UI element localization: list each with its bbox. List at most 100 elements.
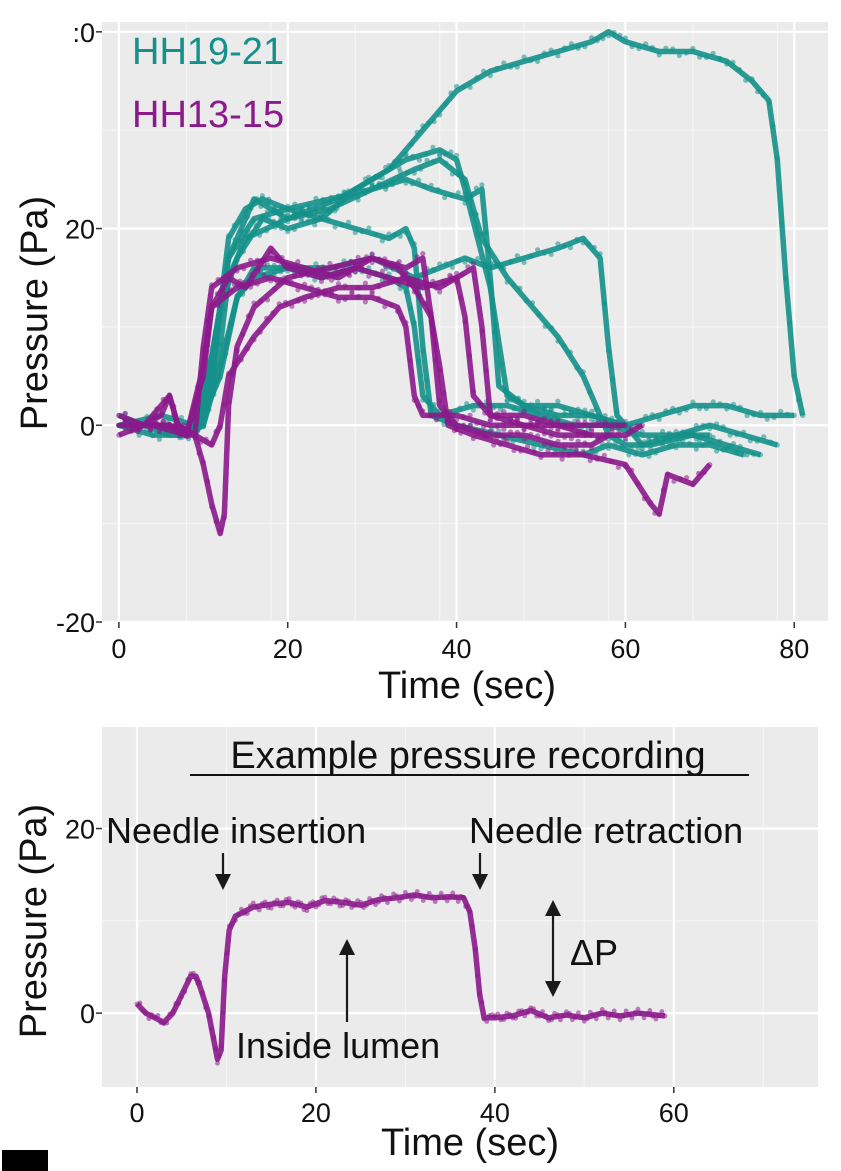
series-hh19-21-3-point bbox=[635, 445, 641, 452]
series-hh13-15-1-point bbox=[608, 458, 614, 464]
series-hh13-15-5-point bbox=[541, 415, 548, 421]
series-hh19-21-7-point bbox=[795, 397, 802, 403]
series-hh19-21-1-point bbox=[345, 219, 352, 225]
series-hh19-21-7-point bbox=[240, 249, 246, 255]
series-hh19-21-7-point bbox=[636, 45, 642, 52]
series-hh19-21-6-point bbox=[687, 430, 693, 436]
series-hh19-21-2-point bbox=[454, 152, 460, 158]
series-hh19-21-6-point bbox=[240, 291, 246, 297]
series-hh19-21-4-point bbox=[614, 408, 620, 414]
series-example-recording-point bbox=[567, 1010, 572, 1016]
series-hh13-15-2-point bbox=[406, 281, 412, 287]
arrow-inside-lumen bbox=[339, 939, 355, 1022]
series-hh19-21-4-point bbox=[666, 436, 672, 442]
series-hh19-21-7-point bbox=[617, 32, 623, 38]
series-example-recording-point bbox=[635, 1006, 641, 1012]
series-example-recording-point bbox=[250, 900, 256, 906]
series-hh13-15-1-point bbox=[615, 464, 622, 470]
series-hh13-15-5-point bbox=[462, 318, 468, 325]
series-hh13-15-5-point bbox=[487, 417, 493, 423]
series-hh19-21-5-point bbox=[409, 181, 415, 187]
bottom-y-axis-title: Pressure (Pa) bbox=[13, 804, 55, 1038]
series-hh13-15-4-point bbox=[508, 420, 514, 426]
series-hh19-21-7-point bbox=[298, 218, 304, 224]
series-hh19-21-4-point bbox=[481, 262, 487, 269]
series-hh19-21-1-point bbox=[226, 233, 232, 239]
series-hh19-21-5-point bbox=[703, 405, 710, 412]
series-hh19-21-2-point bbox=[217, 342, 223, 348]
series-hh13-15-5-point bbox=[448, 274, 454, 280]
series-hh19-21-3-point bbox=[580, 369, 586, 375]
series-hh13-15-1-point bbox=[594, 456, 600, 462]
series-hh19-21-3-point bbox=[648, 446, 654, 452]
series-hh19-21-3-point bbox=[178, 414, 184, 421]
series-hh13-15-3-point bbox=[437, 398, 443, 404]
series-hh13-15-1-point bbox=[531, 449, 537, 455]
series-hh13-15-5-point bbox=[221, 401, 227, 407]
series-hh19-21-4-point bbox=[494, 262, 500, 268]
series-hh19-21-7-point bbox=[467, 84, 473, 90]
series-hh19-21-6-point bbox=[411, 320, 417, 326]
series-example-recording-point bbox=[322, 894, 328, 900]
series-hh19-21-4-point bbox=[768, 439, 774, 445]
series-hh19-21-7-point bbox=[575, 45, 581, 51]
annotation-delta-p: ΔP bbox=[570, 932, 618, 973]
series-example-recording-point bbox=[239, 906, 244, 912]
series-hh19-21-4-point bbox=[761, 434, 767, 440]
series-hh13-15-4-point bbox=[388, 302, 394, 308]
series-hh13-15-5-point bbox=[458, 295, 464, 301]
series-example-recording-point bbox=[176, 1001, 182, 1006]
series-hh13-15-2-point bbox=[602, 419, 608, 425]
series-hh19-21-1-point bbox=[496, 428, 502, 434]
series-example-recording-point bbox=[193, 976, 199, 982]
series-hh19-21-5-point bbox=[258, 203, 264, 209]
series-hh13-15-5-point bbox=[135, 429, 141, 435]
series-hh13-15-4-point bbox=[521, 426, 527, 433]
series-hh13-15-3-point bbox=[215, 276, 221, 283]
series-hh19-21-6-point bbox=[407, 305, 413, 311]
series-hh19-21-4-point bbox=[475, 256, 481, 262]
series-hh19-21-4-point bbox=[610, 376, 616, 382]
series-hh19-21-7-point bbox=[622, 35, 629, 41]
series-hh19-21-5-point bbox=[313, 205, 319, 211]
series-hh13-15-3-point bbox=[234, 268, 240, 274]
series-hh19-21-5-point bbox=[528, 402, 534, 408]
series-hh19-21-6-point bbox=[223, 337, 229, 343]
series-hh13-15-2-point bbox=[305, 272, 311, 278]
series-hh19-21-1-point bbox=[646, 453, 652, 459]
series-hh13-15-4-point bbox=[261, 273, 267, 279]
series-hh13-15-5-point bbox=[528, 417, 534, 423]
arrow-delta-p bbox=[545, 900, 561, 997]
series-hh19-21-1-point bbox=[407, 235, 413, 242]
series-hh13-15-2-point bbox=[475, 295, 481, 301]
series-hh13-15-5-point bbox=[535, 420, 541, 426]
series-hh19-21-7-point bbox=[414, 129, 420, 135]
series-hh19-21-2-point bbox=[448, 149, 454, 155]
series-hh13-15-1-point bbox=[213, 518, 219, 525]
series-hh19-21-5-point bbox=[487, 279, 493, 285]
series-hh13-15-4-line bbox=[118, 274, 592, 438]
series-hh19-21-7-point bbox=[425, 120, 431, 126]
series-hh13-15-5-point bbox=[349, 289, 355, 295]
series-hh19-21-5-point bbox=[649, 412, 656, 418]
series-example-recording-point bbox=[561, 1013, 566, 1019]
series-example-recording-point bbox=[555, 1012, 560, 1018]
series-hh19-21-5-point bbox=[389, 182, 395, 188]
series-hh13-15-1-point bbox=[573, 447, 579, 453]
series-hh13-15-2-point bbox=[413, 287, 419, 293]
series-hh13-15-3-point bbox=[209, 282, 215, 288]
series-hh13-15-3-point bbox=[589, 445, 595, 451]
series-example-recording-point bbox=[215, 1060, 220, 1066]
series-example-recording-point bbox=[647, 1008, 653, 1013]
series-hh13-15-4-point bbox=[362, 299, 368, 305]
series-hh19-21-4-point bbox=[754, 438, 760, 444]
series-hh13-15-5-point bbox=[185, 433, 192, 439]
series-hh13-15-1-point bbox=[656, 512, 662, 518]
series-hh19-21-7-point bbox=[779, 220, 785, 226]
series-hh13-15-5-point bbox=[192, 433, 198, 440]
series-hh13-15-1-point bbox=[158, 411, 164, 418]
series-hh19-21-3-point bbox=[473, 211, 479, 217]
series-hh19-21-6-point bbox=[632, 432, 639, 439]
series-example-recording-point bbox=[233, 918, 238, 923]
series-hh19-21-4-point bbox=[514, 253, 520, 259]
